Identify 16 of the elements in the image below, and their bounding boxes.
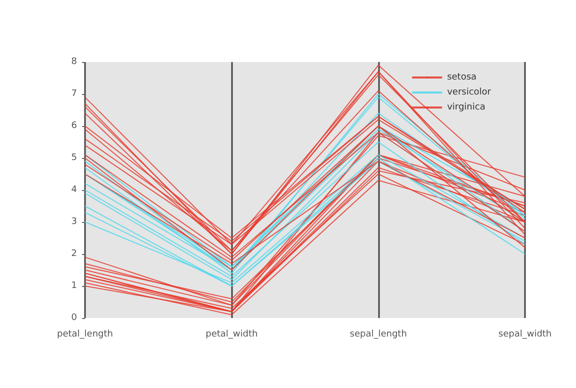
legend-label: versicolor [447, 88, 492, 98]
x-tick-label: petal_width [206, 330, 258, 340]
y-tick-label: 1 [71, 281, 77, 291]
x-tick-label: petal_length [57, 330, 113, 340]
y-tick-label: 6 [71, 121, 78, 131]
y-tick-label: 4 [71, 185, 78, 195]
x-tick-label: sepal_length [350, 330, 407, 340]
legend-label: virginica [447, 102, 486, 112]
y-tick-label: 3 [71, 217, 77, 227]
y-tick-label: 2 [71, 249, 77, 259]
x-tick-label: sepal_width [498, 330, 552, 340]
y-tick-label: 0 [71, 313, 78, 323]
y-tick-label: 5 [71, 153, 77, 163]
y-tick-label: 7 [71, 89, 77, 99]
legend-label: setosa [447, 72, 477, 82]
y-tick-label: 8 [71, 57, 78, 67]
